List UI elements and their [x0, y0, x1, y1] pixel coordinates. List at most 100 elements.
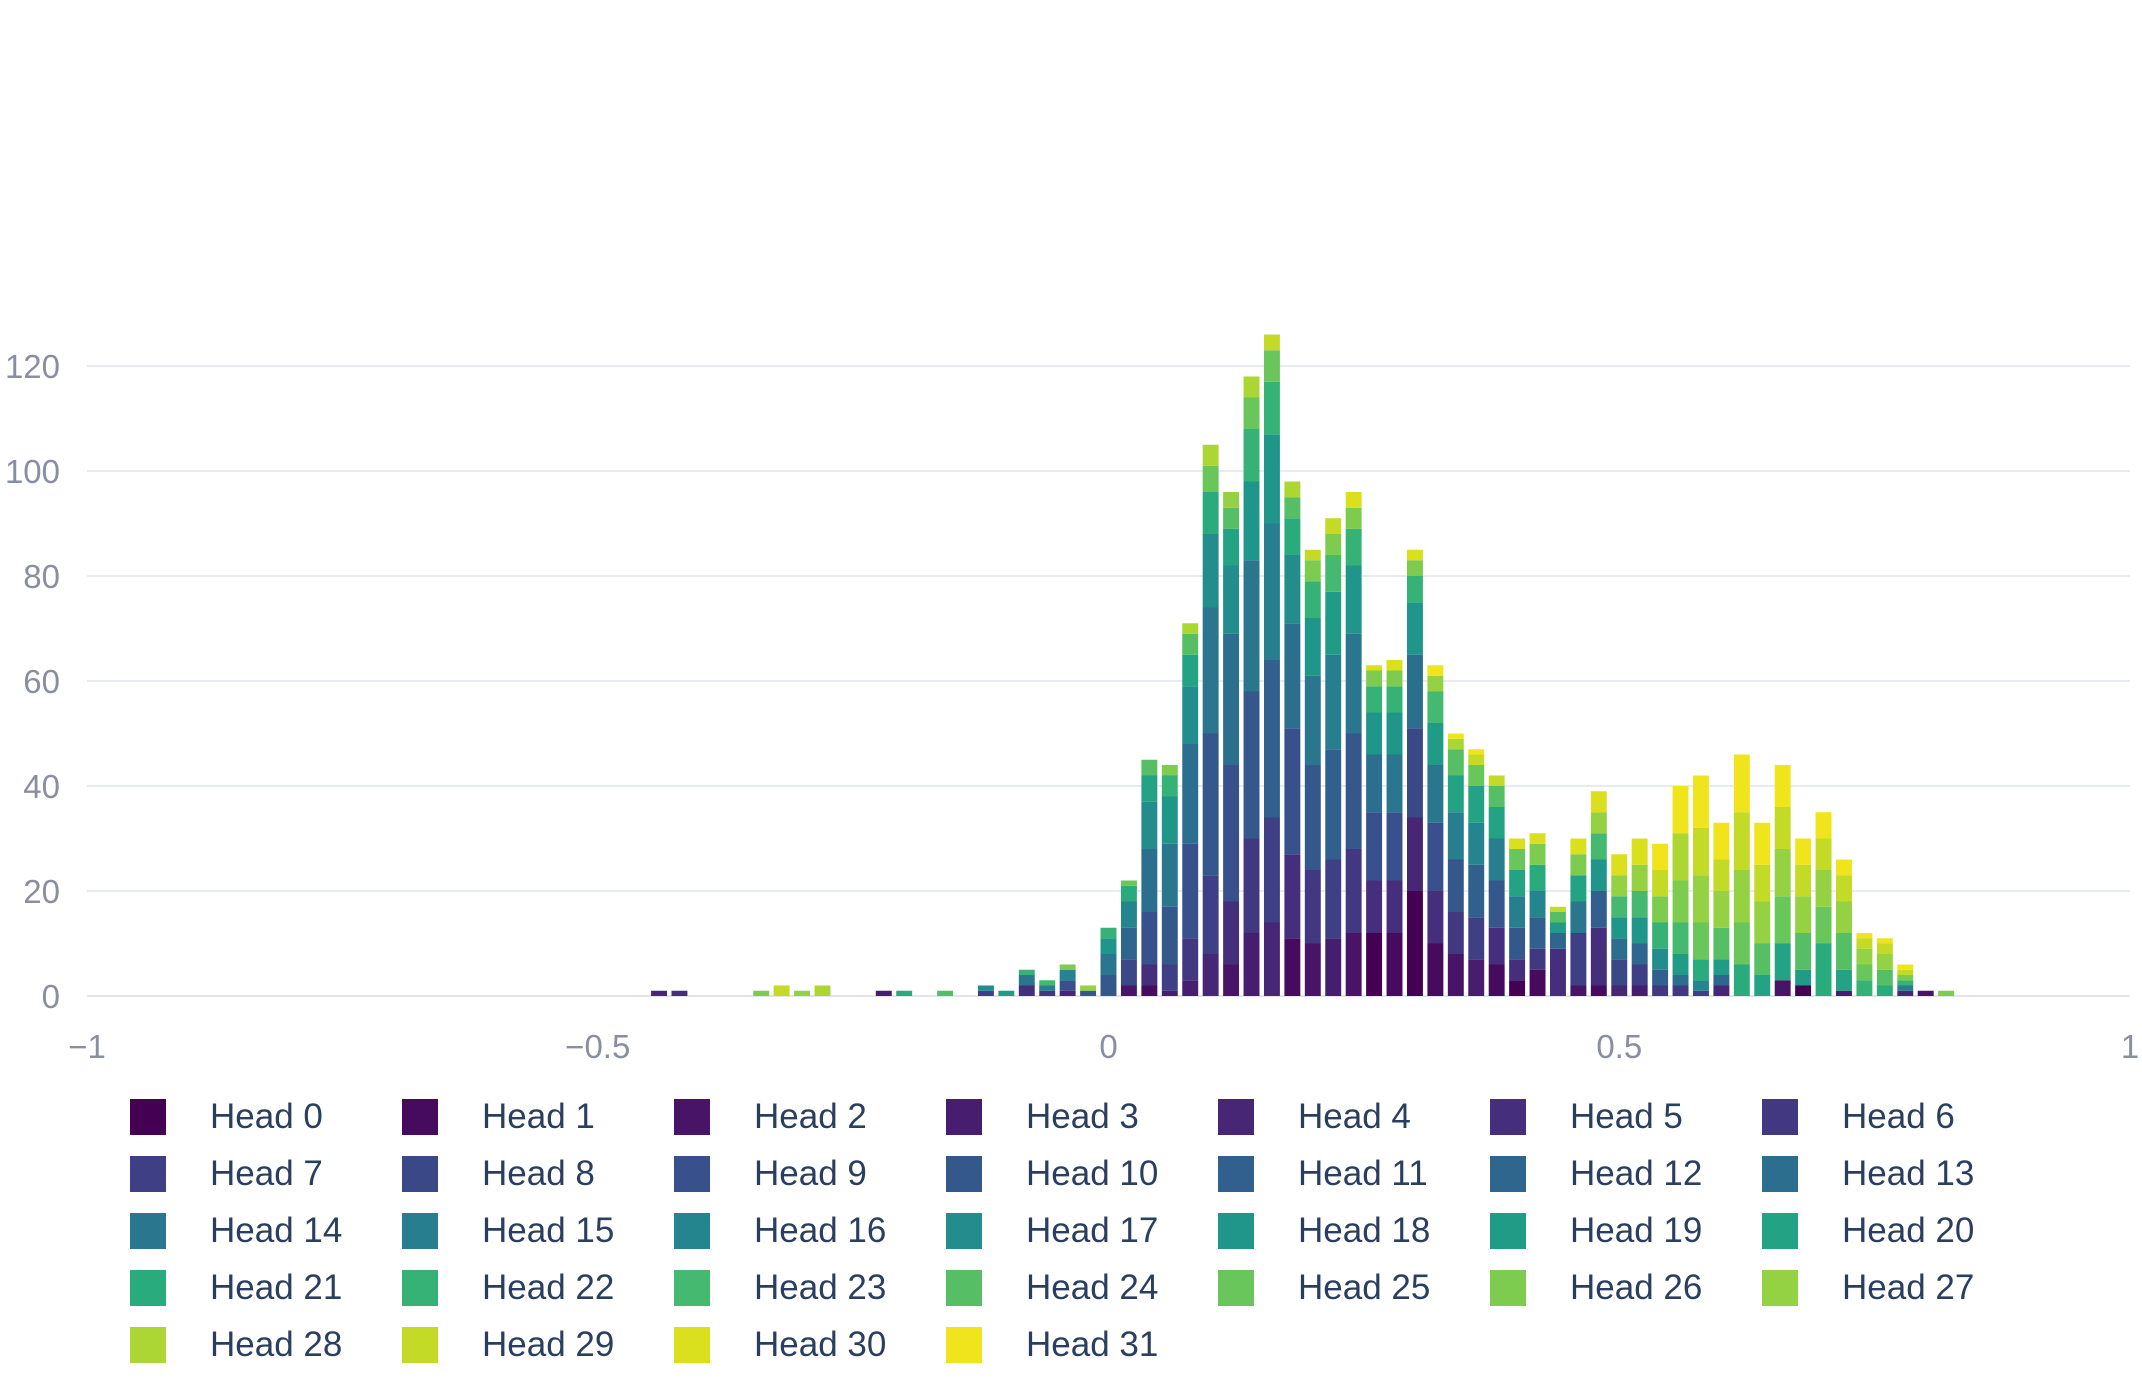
legend-item-head-5[interactable]: Head 5 — [1490, 1088, 1762, 1145]
legend-item-head-25[interactable]: Head 25 — [1218, 1259, 1490, 1316]
bar-bin-20-head-17 — [1202, 534, 1219, 608]
bar-bin-25-head-14 — [1304, 675, 1321, 765]
legend-item-head-27[interactable]: Head 27 — [1762, 1259, 2034, 1316]
bar-bin-33-head-7 — [1468, 917, 1485, 960]
bar-bin-54-head-29 — [1897, 969, 1914, 975]
legend-item-head-23[interactable]: Head 23 — [674, 1259, 946, 1316]
bar-bin-17-head-1 — [1141, 985, 1158, 996]
bar-bin-54-head-26 — [1897, 975, 1914, 981]
bar-bin-32-head-28 — [1447, 738, 1464, 750]
legend-item-head-10[interactable]: Head 10 — [946, 1145, 1218, 1202]
bar-bin-24-head-1 — [1284, 938, 1301, 996]
bar-bin-11-head-22 — [1018, 969, 1035, 975]
legend-item-head-0[interactable]: Head 0 — [130, 1088, 402, 1145]
bar-bin-29-head-14 — [1386, 754, 1403, 813]
bar-bin-40-head-30 — [1611, 854, 1628, 876]
bar-bin-32-head-24 — [1447, 749, 1464, 776]
legend-swatch-icon — [946, 1155, 982, 1192]
bar-bin-36-head-6 — [1529, 948, 1546, 970]
legend-item-head-19[interactable]: Head 19 — [1490, 1202, 1762, 1259]
legend-item-head-1[interactable]: Head 1 — [402, 1088, 674, 1145]
bar-bin-26-head-15 — [1325, 654, 1342, 750]
legend-label: Head 18 — [1298, 1210, 1431, 1250]
bar-bin-12-head-23 — [1039, 980, 1056, 986]
bar-bin-24-head-17 — [1284, 555, 1301, 624]
bar-bin-37-head-19 — [1549, 922, 1566, 933]
bar-bin-1-head-5 — [671, 990, 688, 996]
bar-bin-43-head-23 — [1672, 922, 1689, 954]
legend-item-head-15[interactable]: Head 15 — [402, 1202, 674, 1259]
legend-item-head-26[interactable]: Head 26 — [1490, 1259, 1762, 1316]
legend-item-head-29[interactable]: Head 29 — [402, 1316, 674, 1373]
bar-bin-41-head-7 — [1631, 964, 1648, 986]
bar-bin-48-head-20 — [1774, 943, 1791, 981]
bar-bin-26-head-26 — [1325, 534, 1342, 555]
bar-bin-16-head-12 — [1120, 927, 1137, 960]
bar-bin-24-head-13 — [1284, 623, 1301, 729]
legend-item-head-13[interactable]: Head 13 — [1762, 1145, 2034, 1202]
legend-item-head-16[interactable]: Head 16 — [674, 1202, 946, 1259]
bar-bin-27-head-26 — [1345, 507, 1362, 529]
bar-bin-21-head-17 — [1223, 565, 1240, 634]
bar-bin-30-head-8 — [1406, 728, 1423, 818]
legend-label: Head 4 — [1298, 1096, 1411, 1136]
bar-bin-30-head-22 — [1406, 576, 1423, 603]
legend-item-head-31[interactable]: Head 31 — [946, 1316, 1218, 1373]
bar-bin-47-head-31 — [1754, 822, 1771, 865]
bar-bin-43-head-19 — [1672, 954, 1689, 975]
legend-item-head-20[interactable]: Head 20 — [1762, 1202, 2034, 1259]
bar-bin-29-head-30 — [1386, 660, 1403, 671]
bar-bin-26-head-7 — [1325, 859, 1342, 939]
bar-bin-22-head-18 — [1243, 481, 1260, 561]
bar-bin-50-head-21 — [1815, 943, 1832, 996]
x-tick-label-2: 0 — [1099, 1028, 1117, 1060]
legend-item-head-2[interactable]: Head 2 — [674, 1088, 946, 1145]
legend-item-head-8[interactable]: Head 8 — [402, 1145, 674, 1202]
legend-item-head-21[interactable]: Head 21 — [130, 1259, 402, 1316]
bar-bin-32-head-31 — [1447, 733, 1464, 739]
legend-item-head-11[interactable]: Head 11 — [1218, 1145, 1490, 1202]
legend-item-head-18[interactable]: Head 18 — [1218, 1202, 1490, 1259]
legend-item-head-17[interactable]: Head 17 — [946, 1202, 1218, 1259]
bar-bin-41-head-30 — [1631, 838, 1648, 865]
bar-bin-17-head-17 — [1141, 801, 1158, 849]
legend-item-head-22[interactable]: Head 22 — [402, 1259, 674, 1316]
bar-bin-21-head-13 — [1223, 633, 1240, 765]
bar-bin-48-head-27 — [1774, 849, 1791, 897]
legend-item-head-6[interactable]: Head 6 — [1762, 1088, 2034, 1145]
bar-bin-23-head-11 — [1263, 660, 1280, 818]
bar-bin-50-head-25 — [1815, 906, 1832, 944]
legend-swatch-icon — [402, 1155, 438, 1192]
legend-swatch-icon — [1490, 1155, 1526, 1192]
legend-label: Head 7 — [210, 1153, 323, 1193]
bar-bin-54-head-4 — [1897, 990, 1914, 996]
bar-bin-27-head-14 — [1345, 633, 1362, 734]
bar-bin-28-head-13 — [1366, 754, 1383, 813]
bar-bin-40-head-8 — [1611, 959, 1628, 986]
bar-bin-49-head-0 — [1795, 985, 1812, 996]
bar-bin-50-head-27 — [1815, 870, 1832, 907]
legend-item-head-30[interactable]: Head 30 — [674, 1316, 946, 1373]
legend-item-head-3[interactable]: Head 3 — [946, 1088, 1218, 1145]
legend-item-head-24[interactable]: Head 24 — [946, 1259, 1218, 1316]
bar-bin-24-head-28 — [1284, 481, 1301, 498]
bar-bin-40-head-23 — [1611, 896, 1628, 918]
bar-bin-43-head-6 — [1672, 985, 1689, 996]
legend-item-head-9[interactable]: Head 9 — [674, 1145, 946, 1202]
legend-item-head-28[interactable]: Head 28 — [130, 1316, 402, 1373]
bar-bin-37-head-12 — [1549, 933, 1566, 949]
bar-bin-31-head-27 — [1427, 675, 1444, 692]
legend-swatch-icon — [1762, 1269, 1798, 1306]
bar-bin-24-head-5 — [1284, 854, 1301, 939]
bar-bin-21-head-24 — [1223, 507, 1240, 529]
legend-label: Head 17 — [1026, 1210, 1159, 1250]
legend-item-head-7[interactable]: Head 7 — [130, 1145, 402, 1202]
bar-bin-48-head-2 — [1774, 980, 1791, 996]
legend-label: Head 21 — [210, 1267, 343, 1307]
legend-item-head-4[interactable]: Head 4 — [1218, 1088, 1490, 1145]
bar-bin-44-head-27 — [1693, 875, 1709, 923]
bar-bin-26-head-3 — [1325, 938, 1342, 996]
legend-item-head-14[interactable]: Head 14 — [130, 1202, 402, 1259]
bar-bin-34-head-29 — [1488, 775, 1505, 786]
legend-item-head-12[interactable]: Head 12 — [1490, 1145, 1762, 1202]
